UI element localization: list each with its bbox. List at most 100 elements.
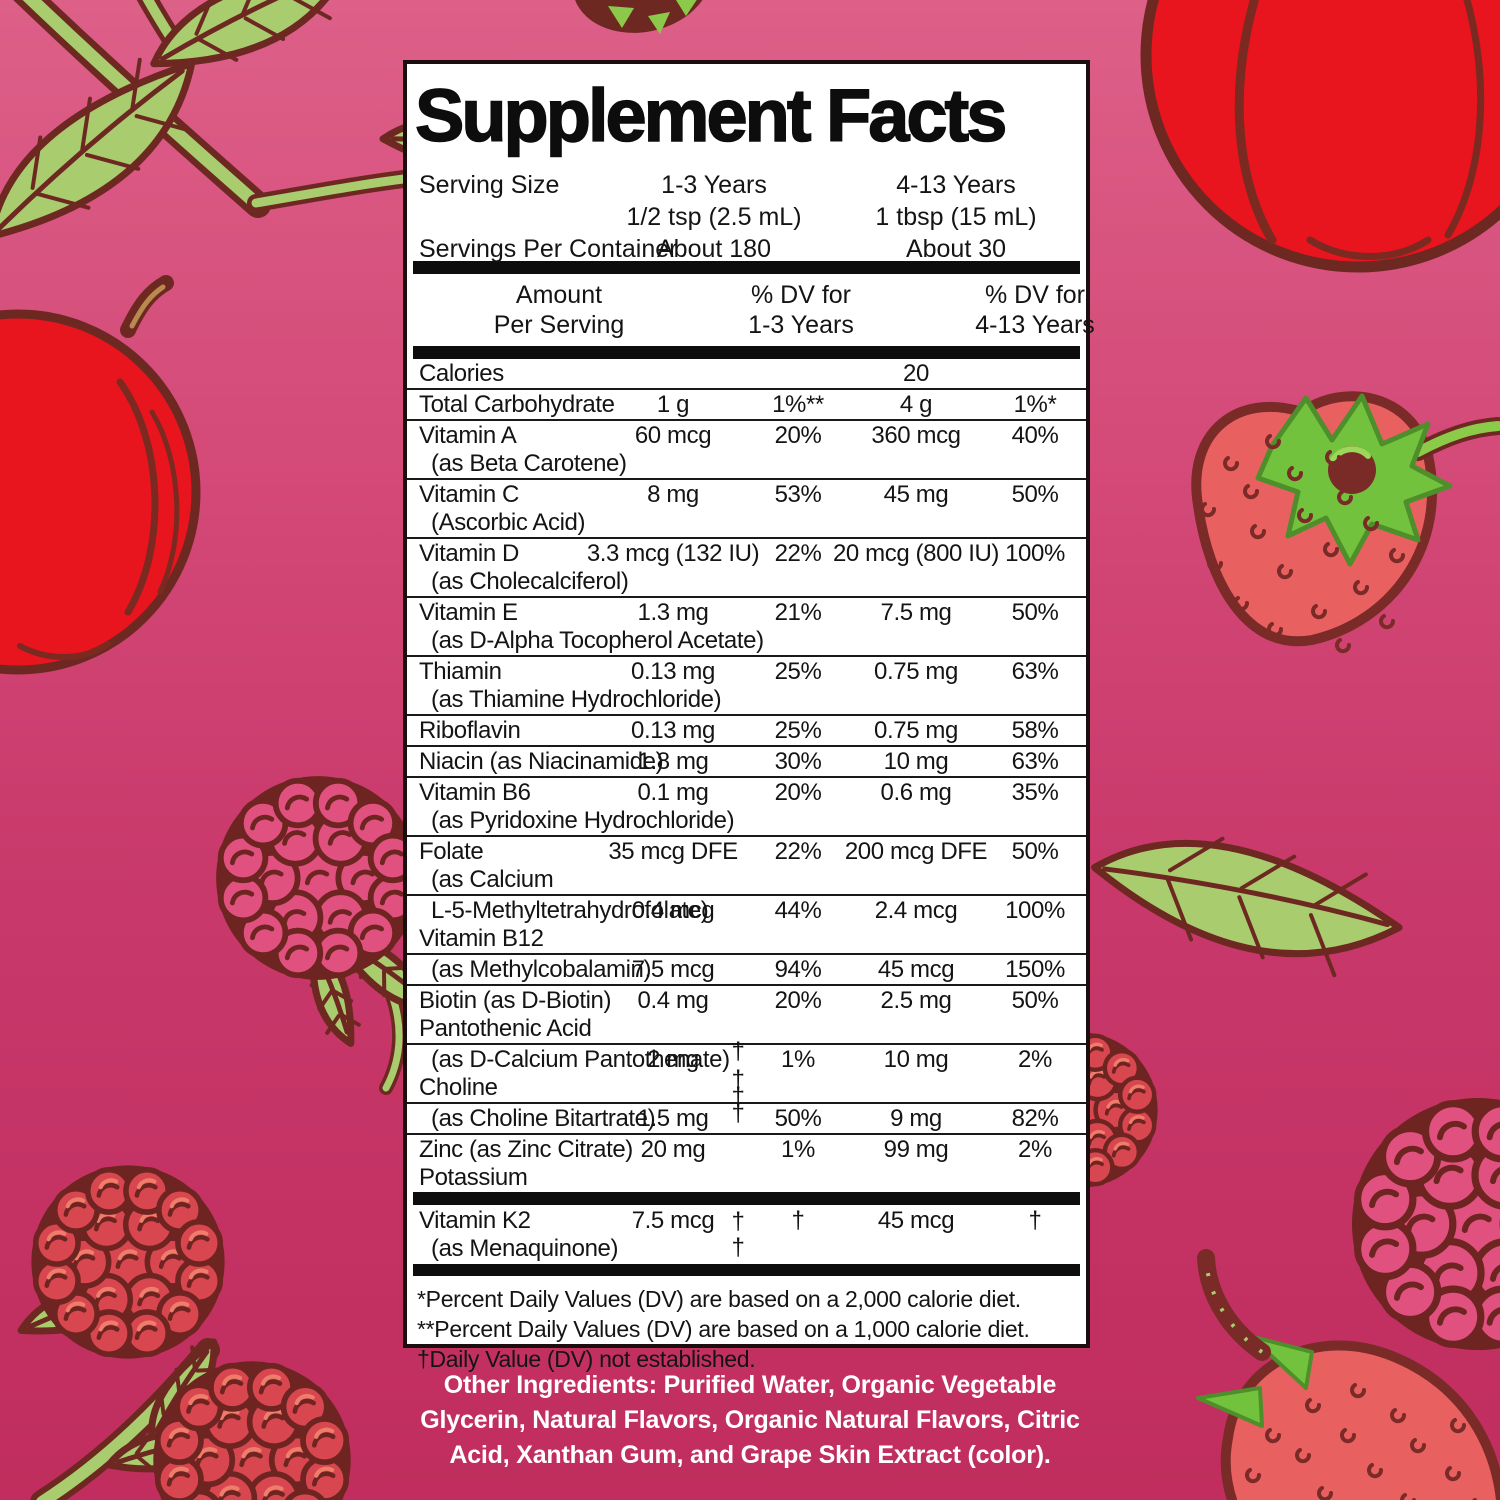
nutrient-name: Vitamin E bbox=[419, 599, 518, 626]
table-row: (as Methylcobalamin) 7.5 mcg 94% 45 mcg 150% bbox=[407, 953, 1086, 984]
value-dv2: 100% bbox=[1005, 540, 1065, 567]
nutrient-name: Vitamin B6 bbox=[419, 779, 531, 806]
value-dv1: 20% bbox=[774, 422, 822, 449]
dagger-mark: † bbox=[731, 1066, 745, 1093]
table-row: (as D-Calcium Pantothenate) Choline 2 mg 1%… bbox=[407, 1043, 1086, 1102]
table-row: Folate (as Calcium 35 mcg DFE 22% 200 mcg DF… bbox=[407, 835, 1086, 894]
table-row: L-5-Methyltetrahydrofolate) Vitamin B12 0.… bbox=[407, 894, 1086, 953]
value-amt1: 1 g bbox=[656, 391, 690, 418]
value-amt1: 0.13 mg bbox=[631, 658, 715, 685]
value-dv1: 22% bbox=[774, 838, 822, 865]
nutrient-name: Vitamin A bbox=[419, 422, 517, 449]
divider-bar bbox=[413, 346, 1080, 359]
table-row: Biotin (as D-Biotin) Pantothenic Acid 0.4 … bbox=[407, 984, 1086, 1043]
table-row: Vitamin B6 (as Pyridoxine Hydrochloride) 0… bbox=[407, 776, 1086, 835]
value-dv1: 25% bbox=[774, 658, 822, 685]
other-ingredients-line: Acid, Xanthan Gum, and Grape Skin Extrac… bbox=[449, 1441, 1051, 1469]
value-dv2: 2% bbox=[1018, 1046, 1052, 1073]
other-ingredients-line: Glycerin, Natural Flavors, Organic Natur… bbox=[420, 1406, 1080, 1434]
value-amt2: 20 mcg (800 IU) bbox=[832, 540, 1000, 567]
dagger-mark: † bbox=[731, 1083, 745, 1110]
value-dv2: 1%* bbox=[1013, 391, 1057, 418]
value-amt2: 4 g bbox=[899, 391, 933, 418]
divider-bar bbox=[413, 1192, 1080, 1205]
nutrient-name: Folate bbox=[419, 838, 484, 865]
value-dv1: 94% bbox=[774, 956, 822, 983]
nutrient-name: Riboflavin bbox=[419, 717, 521, 744]
raspberry-illustration bbox=[31, 1165, 225, 1359]
header-dv-1-3: % DV for 1-3 Years bbox=[748, 281, 854, 339]
nutrient-subname: (Ascorbic Acid) bbox=[431, 509, 586, 536]
nutrient-subname: (as Calcium bbox=[431, 866, 554, 893]
value-dv1: 53% bbox=[774, 481, 822, 508]
serving-col2-age: 4-13 Years bbox=[896, 171, 1016, 199]
header-dv-4-13: % DV for 4-13 Years bbox=[975, 281, 1095, 339]
table-row: Vitamin C (Ascorbic Acid) 8 mg 53% 45 mg 50% bbox=[407, 478, 1086, 537]
nutrient-name: L-5-Methyltetrahydrofolate) bbox=[431, 897, 709, 924]
raspberry-illustration bbox=[1352, 1098, 1500, 1350]
footnote-2000: *Percent Daily Values (DV) are based on … bbox=[417, 1286, 1021, 1312]
raspberry-illustration bbox=[216, 776, 420, 980]
nutrient-name: Biotin (as D-Biotin) bbox=[419, 987, 612, 1014]
panel-title: Supplement Facts bbox=[414, 73, 1008, 158]
serving-col1-measure: 1/2 tsp (2.5 mL) bbox=[626, 203, 802, 231]
value-amt2: 10 mg bbox=[883, 748, 949, 775]
value-amt2: 0.75 mg bbox=[874, 658, 958, 685]
nutrient-name: Thiamin bbox=[419, 658, 502, 685]
value-amt2: 0.75 mg bbox=[874, 717, 958, 744]
value-amt1: 2 mg bbox=[647, 1046, 699, 1073]
value-amt1: 0.4 mcg bbox=[631, 897, 715, 924]
nutrient-name: Vitamin C bbox=[419, 481, 519, 508]
value-dv1: 25% bbox=[774, 717, 822, 744]
value-dv2: 35% bbox=[1011, 779, 1059, 806]
value-dv2: 150% bbox=[1005, 956, 1065, 983]
serving-col1-servings: About 180 bbox=[657, 235, 771, 263]
value-amt1: 0.13 mg bbox=[631, 717, 715, 744]
nutrient-subname: Choline bbox=[419, 1074, 498, 1101]
nutrient-name: Total Carbohydrate bbox=[419, 391, 615, 418]
footnotes: *Percent Daily Values (DV) are based on … bbox=[407, 1276, 1086, 1374]
value-dv2: 50% bbox=[1011, 838, 1059, 865]
value-dv2: 100% bbox=[1005, 897, 1065, 924]
nutrient-table: Calories 20 Total Carbohydrate 1 g 1%** 4 g 1%… bbox=[407, 359, 1086, 1192]
table-row: Vitamin D (as Cholecalciferol) 3.3 mcg (13… bbox=[407, 537, 1086, 596]
vitamin-k2-row: Vitamin K2 (as Menaquinone) 7.5 mcg † 45 mcg… bbox=[407, 1206, 1086, 1264]
nutrient-subname: (as Pyridoxine Hydrochloride) bbox=[431, 807, 735, 834]
serving-col2-measure: 1 tbsp (15 mL) bbox=[875, 203, 1037, 231]
value-dv2: † bbox=[1028, 1207, 1042, 1234]
strawberry-right bbox=[1191, 391, 1500, 647]
dagger-mark: † bbox=[731, 1234, 745, 1261]
nutrient-name: Calories bbox=[419, 360, 504, 387]
dagger-mark: † bbox=[731, 1038, 745, 1065]
table-row: Niacin (as Niacinamide) 1.8 mg 30% 10 mg 63% bbox=[407, 745, 1086, 776]
table-row: Vitamin A (as Beta Carotene) 60 mcg 20% 360 … bbox=[407, 419, 1086, 478]
value-dv2: 40% bbox=[1011, 422, 1059, 449]
value-amt2: 0.6 mg bbox=[880, 779, 952, 806]
nutrient-subname: (as D-Alpha Tocopherol Acetate) bbox=[431, 627, 764, 654]
nutrient-name: Zinc (as Zinc Citrate) bbox=[419, 1136, 633, 1163]
column-headers: Amount Per Serving % DV for 1-3 Years % DV… bbox=[407, 274, 1095, 346]
value-amt2: 200 mcg DFE bbox=[844, 838, 988, 865]
dagger-mark: † bbox=[731, 1208, 745, 1235]
nutrient-subname: Pantothenic Acid bbox=[419, 1015, 592, 1042]
value-dv1: 1% bbox=[781, 1046, 815, 1073]
nutrient-subname: Vitamin B12 bbox=[419, 925, 544, 952]
value-amt1: 3.3 mcg (132 IU) bbox=[586, 540, 760, 567]
dagger-mark: † bbox=[731, 1100, 745, 1127]
raspberry-illustration bbox=[153, 1361, 351, 1500]
table-row: (as Choline Bitartrate) 1.5 mg 50% 9 mg 82% bbox=[407, 1102, 1086, 1133]
value-dv1: 1% bbox=[781, 1136, 815, 1163]
value-amt1: 60 mcg bbox=[634, 422, 712, 449]
value-dv1: 20% bbox=[774, 987, 822, 1014]
table-row: Zinc (as Zinc Citrate) Potassium 20 mg 1% 99… bbox=[407, 1133, 1086, 1192]
value-amt2: 7.5 mg bbox=[880, 599, 952, 626]
serving-col2-servings: About 30 bbox=[905, 235, 1007, 263]
value-dv1: 50% bbox=[774, 1105, 822, 1132]
nutrient-subname: (as Cholecalciferol) bbox=[431, 568, 629, 595]
value-amt2: 9 mg bbox=[890, 1105, 942, 1132]
value-amt1: 7.5 mcg bbox=[631, 1207, 715, 1234]
divider-bar bbox=[413, 1264, 1080, 1276]
value-dv1: 44% bbox=[774, 897, 822, 924]
divider-bar bbox=[413, 261, 1080, 274]
value-amt2: 99 mg bbox=[883, 1136, 949, 1163]
